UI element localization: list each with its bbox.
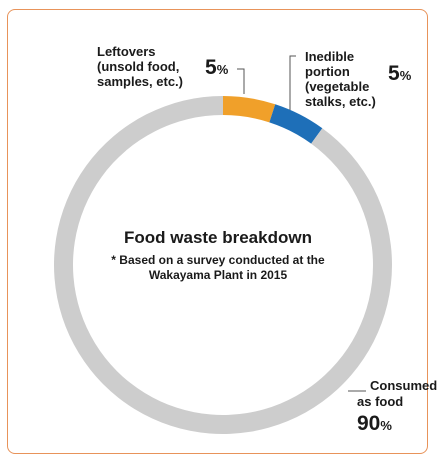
donut-slice-inedible [269,104,323,144]
slice-label-consumed-line2: as food [357,394,404,409]
slice-value-unit: % [399,68,412,83]
slice-label-inedible: Inedible portion (vegetable stalks, etc.… [305,49,376,109]
slice-value-leftovers: 5% [205,57,228,81]
donut-slice-leftovers [223,96,276,123]
chart-note: * Based on a survey conducted at the Wak… [111,253,325,282]
chart-frame [7,9,428,454]
slice-value-number: 90 [357,412,381,435]
leader-line-leftovers [237,68,245,94]
leader-line-inedible [289,55,296,110]
chart-title: Food waste breakdown [124,228,312,247]
slice-label-leftovers: Leftovers (unsold food, samples, etc.) [97,44,183,89]
slice-value-number: 5 [205,56,217,79]
slice-value-unit: % [380,418,392,433]
slice-value-inedible: 5% [388,63,411,87]
slice-value-unit: % [216,62,229,77]
slice-value-number: 5 [388,62,400,85]
slice-value-consumed: 90% [357,413,392,437]
slice-label-consumed: Consumed [370,378,438,393]
